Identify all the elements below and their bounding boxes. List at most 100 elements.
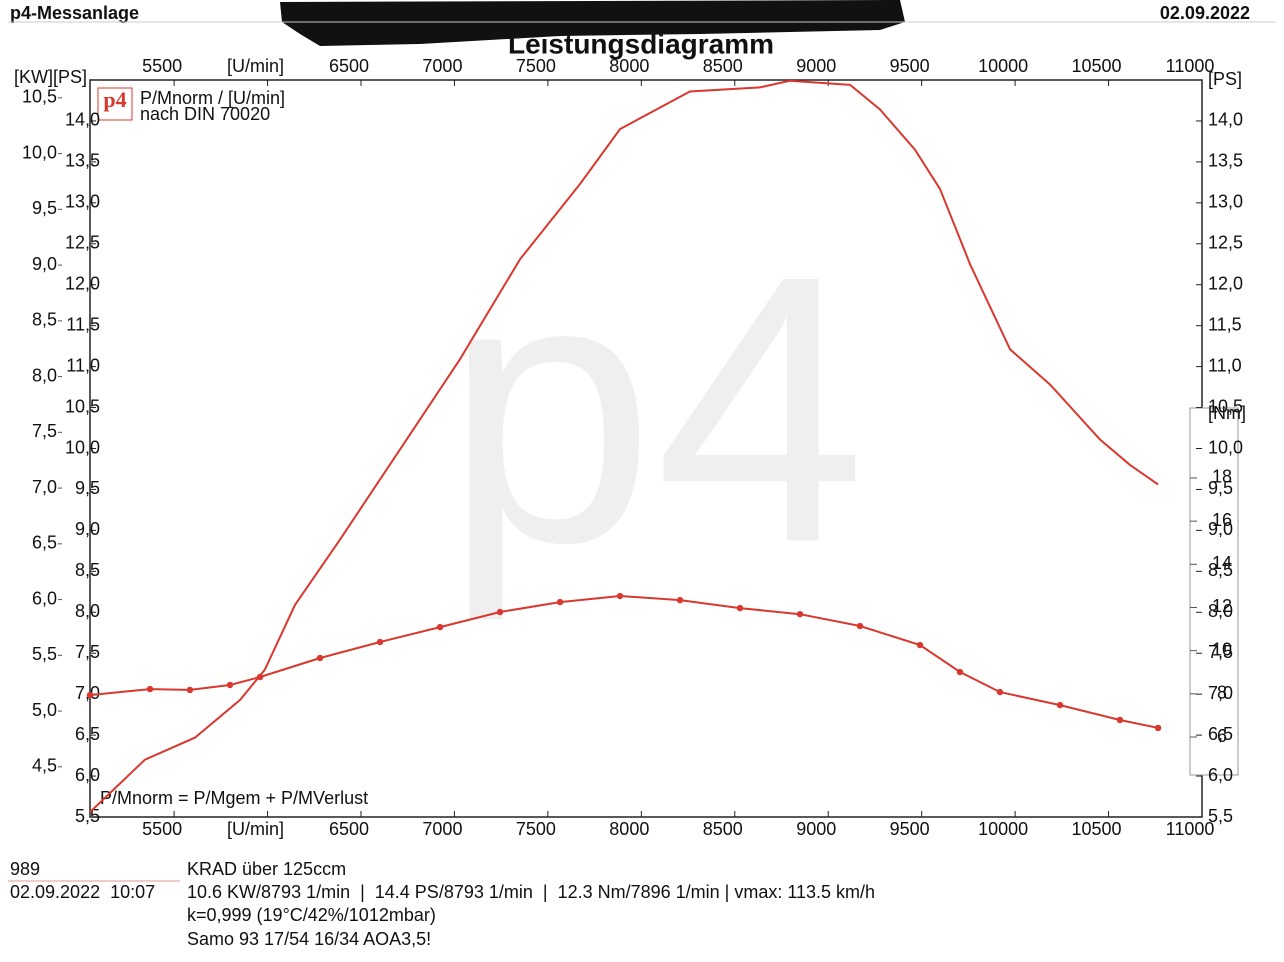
x-tick-label: 11000	[1166, 56, 1215, 76]
footer-setup: Samo 93 17/54 16/34 AOA3,5!	[187, 929, 431, 949]
x-tick-label: 8000	[609, 56, 649, 76]
watermark: p4	[444, 196, 867, 623]
y-right-tick-label: 11,5	[1208, 314, 1242, 334]
y-tick-label: 14,0	[65, 110, 100, 130]
y-right-tick-label: 14,0	[1208, 110, 1243, 130]
redaction	[280, 0, 905, 46]
series-marker	[86, 691, 94, 699]
y-tick-label: 9,5	[75, 478, 100, 498]
y-tick-label: 5,5	[75, 806, 100, 826]
nm-axis-box	[1189, 407, 1239, 776]
kw-tick-label: 6,0	[32, 588, 57, 608]
x-tick-label: 7500	[516, 56, 556, 76]
y-right-tick-label: 8,5	[1208, 560, 1233, 580]
logo: p4	[103, 87, 126, 112]
x-tick-label: 6500	[329, 56, 369, 76]
formula: P/Mnorm = P/Mgem + P/MVerlust	[100, 788, 368, 808]
y-tick-label: 9,0	[75, 519, 100, 539]
legend-line: P/Mnorm / [U/min]	[140, 88, 285, 108]
y2-tick-label: 14	[1212, 553, 1232, 573]
series-marker	[496, 608, 504, 616]
series-marker	[146, 685, 154, 693]
y-right-tick-label: 6,5	[1208, 724, 1233, 744]
kw-tick-label: 5,5	[32, 644, 57, 664]
y-right-tick-label: 7,5	[1208, 642, 1233, 662]
series-marker	[1056, 701, 1064, 709]
x-tick-label: 7000	[422, 56, 462, 76]
x-tick-label: [U/min]	[227, 56, 284, 76]
x-tick-label: 9500	[890, 56, 930, 76]
x-tick-label: 9000	[796, 56, 836, 76]
x-tick-label: 10000	[978, 56, 1028, 76]
y-right-tick-label: 6,0	[1208, 765, 1233, 785]
footer-summary: 10.6 KW/8793 1/min | 14.4 PS/8793 1/min …	[187, 882, 875, 902]
y-right-tick-label: 12,0	[1208, 273, 1243, 293]
series-marker	[556, 598, 564, 606]
x-tick-label: 9500	[890, 819, 930, 839]
y-tick-label: 10,5	[65, 396, 100, 416]
x-tick-label: 8500	[703, 56, 743, 76]
series-marker	[186, 686, 194, 694]
series-marker	[256, 673, 264, 681]
kw-tick-label: 9,5	[32, 198, 57, 218]
y-tick-label: 11,5	[66, 314, 100, 334]
series-marker	[1116, 716, 1124, 724]
kw-tick-label: 8,0	[32, 365, 57, 385]
y-right-tick-label: 10,5	[1208, 396, 1243, 416]
y-right-tick-label: 13,5	[1208, 151, 1243, 171]
series-marker	[796, 610, 804, 618]
y-tick-label: 8,5	[75, 560, 100, 580]
footer-conditions: k=0,999 (19°C/42%/1012mbar)	[187, 905, 436, 925]
footer-id: 989	[10, 859, 40, 879]
x-tick-label: 5500	[142, 819, 182, 839]
y-tick-label: 13,0	[65, 192, 100, 212]
y-tick-label: 7,5	[75, 642, 100, 662]
series-marker	[316, 654, 324, 662]
series-line	[89, 79, 1159, 813]
series-marker	[616, 592, 624, 600]
kw-tick-label: 7,0	[32, 477, 57, 497]
series-marker	[676, 596, 684, 604]
x-tick-label: 6500	[329, 819, 369, 839]
y2-tick-label: 10	[1212, 639, 1232, 659]
right-axis-label: [PS]	[1208, 69, 1242, 89]
footer-datetime: 02.09.2022 10:07	[10, 882, 155, 902]
y-right-tick-label: 11,0	[1208, 355, 1242, 375]
legend-line: nach DIN 70020	[140, 104, 270, 124]
nm-axis-label: [Nm]	[1208, 403, 1246, 423]
kw-tick-label: 10,5	[22, 87, 57, 107]
y-right-tick-label: 13,0	[1208, 192, 1243, 212]
y2-tick-label: 18	[1212, 467, 1232, 487]
series-marker	[736, 604, 744, 612]
x-tick-label: 7500	[516, 819, 556, 839]
y-tick-label: 8,0	[75, 601, 100, 621]
y-tick-label: 7,0	[75, 683, 100, 703]
y-tick-label: 11,0	[66, 355, 100, 375]
series-marker	[996, 688, 1004, 696]
kw-tick-label: 7,5	[32, 421, 57, 441]
x-tick-label: 9000	[796, 819, 836, 839]
series-marker	[956, 668, 964, 676]
y-right-tick-label: 9,0	[1208, 519, 1233, 539]
x-tick-label: 10500	[1072, 56, 1122, 76]
y-tick-label: 6,0	[75, 765, 100, 785]
y-right-tick-label: 8,0	[1208, 601, 1233, 621]
y-right-tick-label: 12,5	[1208, 233, 1243, 253]
header-right: 02.09.2022	[1160, 3, 1250, 23]
y-tick-label: 12,0	[65, 273, 100, 293]
y-right-tick-label: 10,0	[1208, 437, 1243, 457]
footer-class: KRAD über 125ccm	[187, 859, 346, 879]
x-tick-label: 5500	[142, 56, 182, 76]
kw-tick-label: 9,0	[32, 254, 57, 274]
series-marker	[916, 641, 924, 649]
kw-tick-label: 8,5	[32, 310, 57, 330]
logo-box	[97, 87, 133, 121]
series-marker	[226, 681, 234, 689]
kw-tick-label: 4,5	[32, 756, 57, 776]
y-tick-label: 10,0	[65, 437, 100, 457]
y-right-tick-label: 9,5	[1208, 478, 1233, 498]
kw-tick-label: 10,0	[22, 142, 57, 162]
